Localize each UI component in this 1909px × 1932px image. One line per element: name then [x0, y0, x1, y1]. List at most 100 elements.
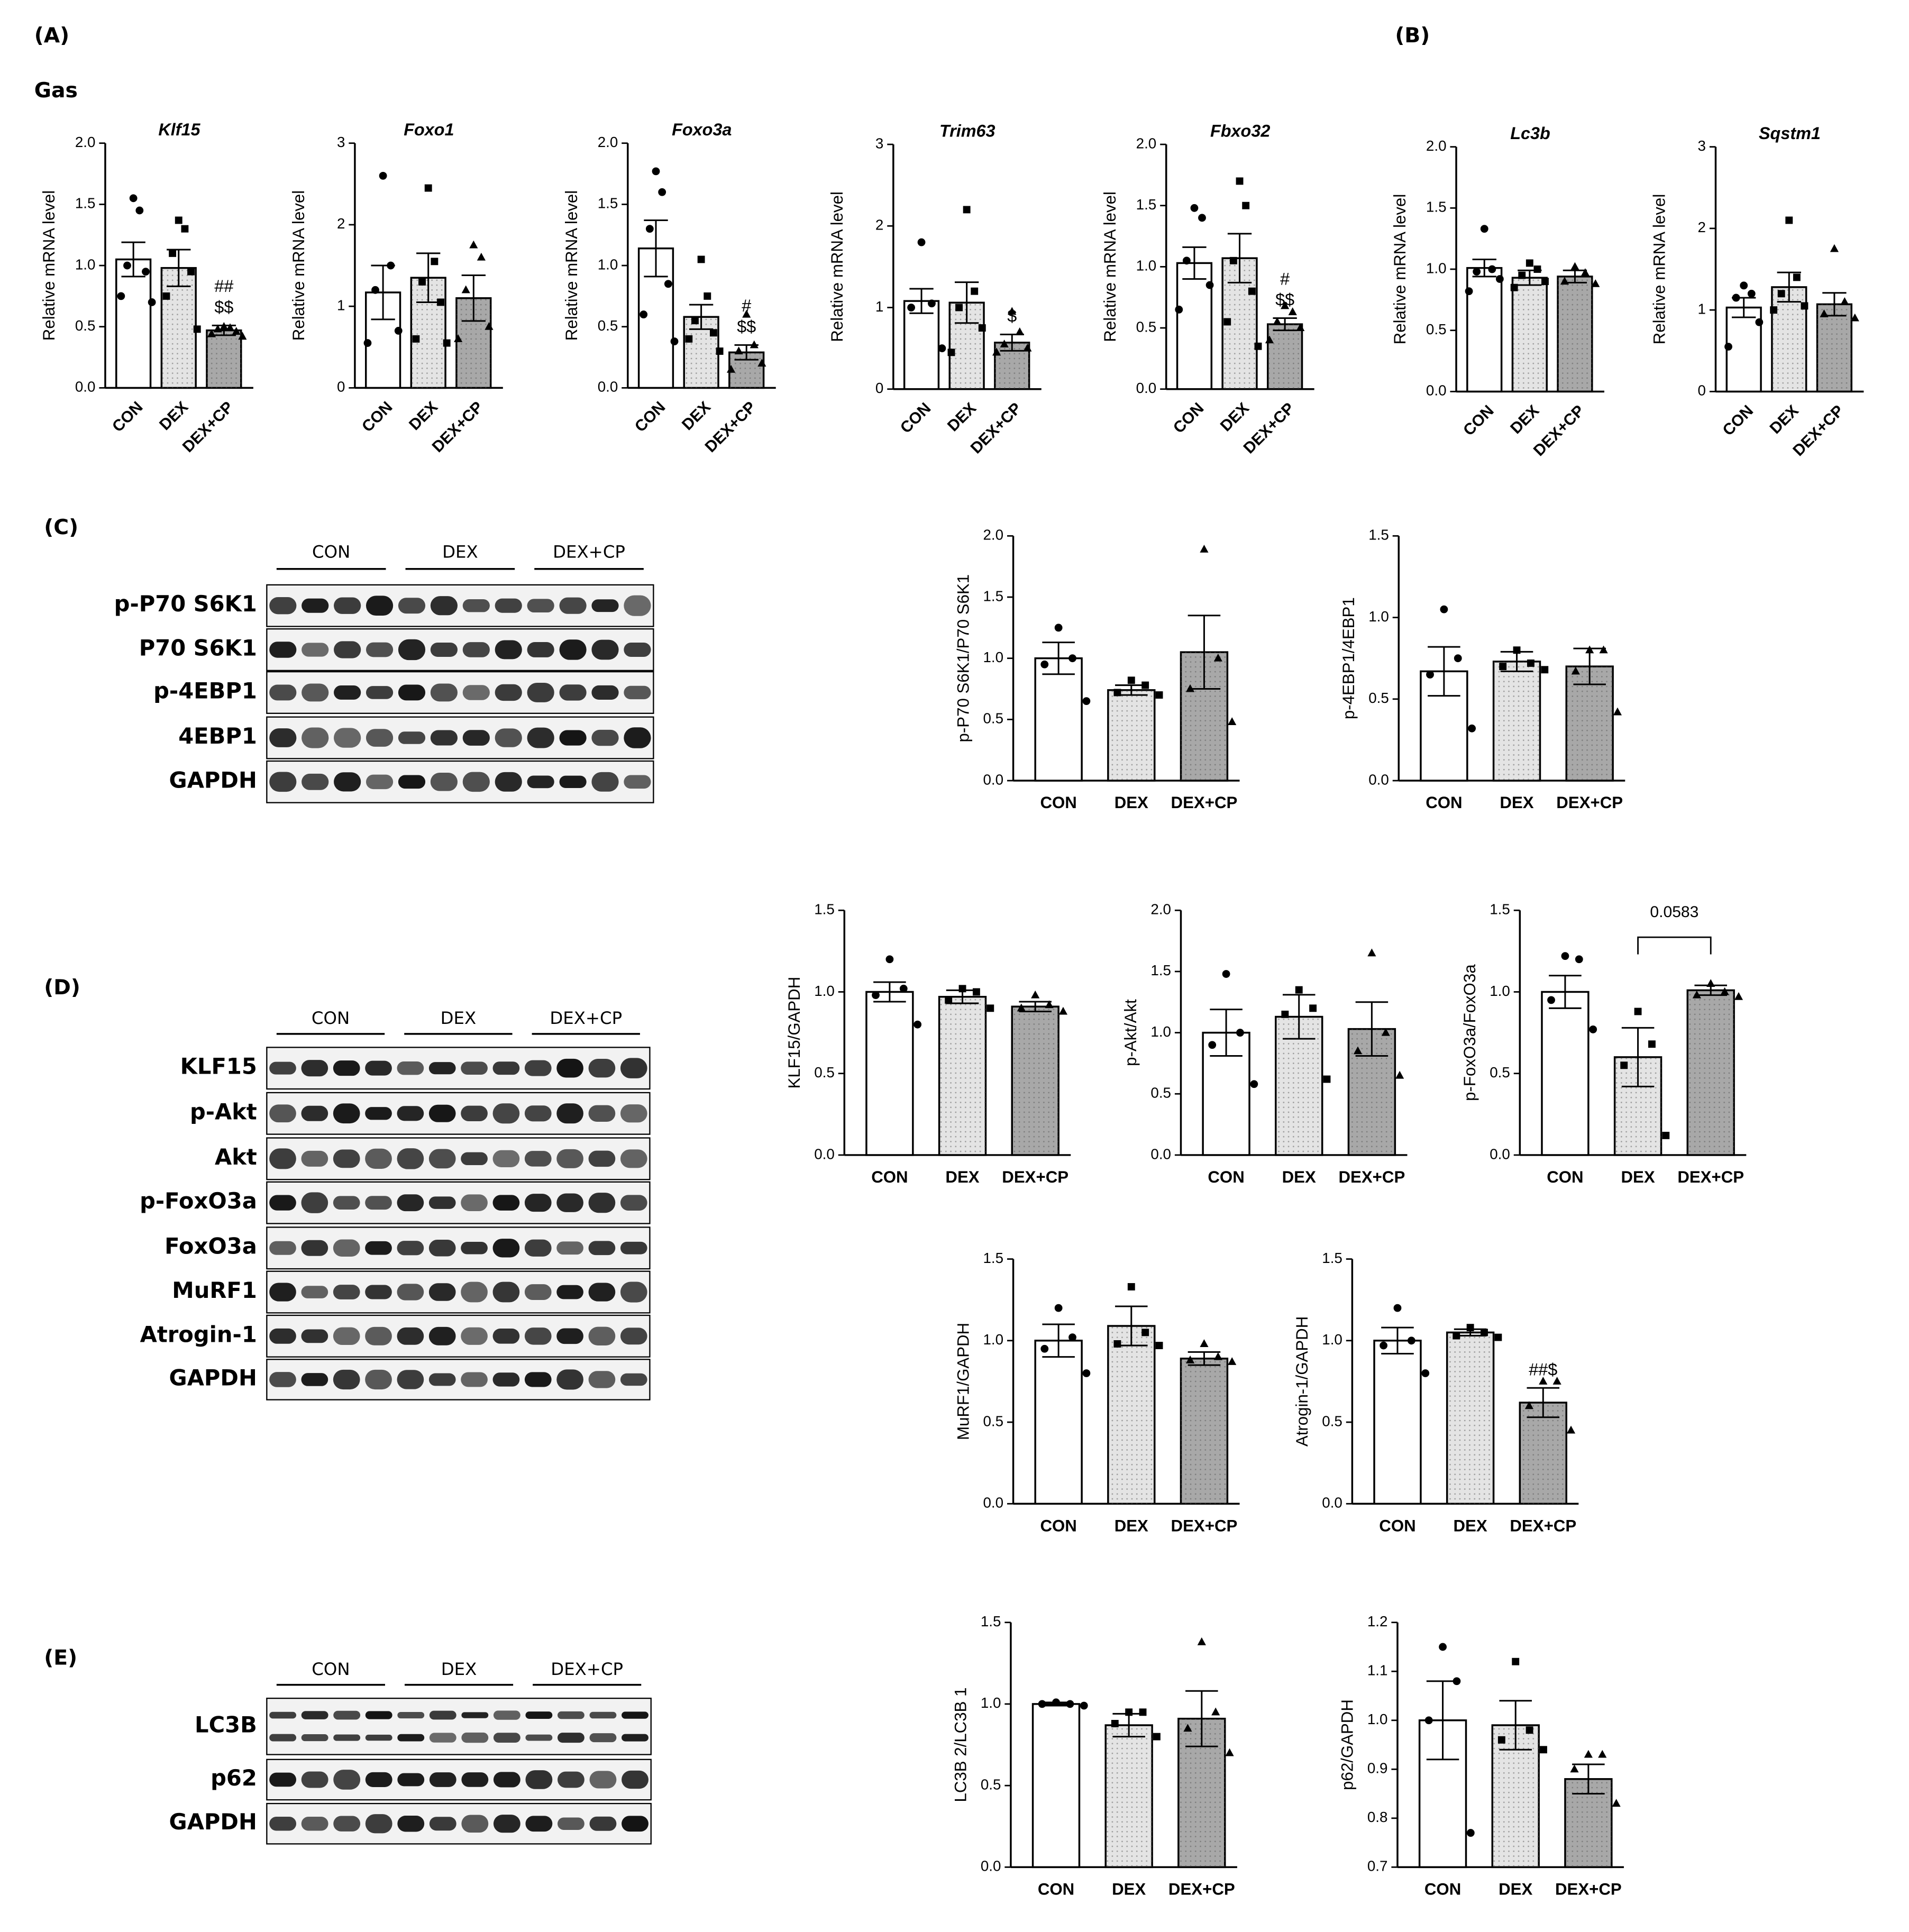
chart-title: Trim63: [939, 121, 995, 140]
x-tick-label: CON: [1720, 402, 1757, 439]
y-tick-label: 0.5: [981, 1776, 1001, 1792]
data-point: [1526, 259, 1533, 267]
data-point: [142, 268, 150, 276]
x-tick-label: DEX: [945, 1168, 979, 1186]
blot-band: [302, 727, 329, 748]
data-point: [469, 240, 478, 249]
blot-band: [462, 599, 490, 612]
data-point: [1566, 1425, 1576, 1434]
data-point: [1281, 301, 1290, 309]
blot-band: [301, 1373, 328, 1386]
data-point: [1599, 645, 1608, 654]
blot-frame: [266, 1759, 652, 1801]
y-tick-label: 1.0: [1150, 1023, 1171, 1040]
significance-label: $$: [1275, 290, 1294, 309]
data-point: [1524, 1401, 1533, 1409]
y-axis-label: p-P70 S6K1/P70 S6K1: [954, 574, 972, 743]
blot-label: Akt: [215, 1144, 257, 1170]
data-point: [477, 252, 486, 261]
blot-band: [333, 1239, 360, 1257]
error-bar: [1381, 1326, 1414, 1354]
data-point: [1820, 309, 1829, 317]
blot-band: [269, 1283, 296, 1302]
blot-band: [461, 1327, 488, 1345]
data-point: [1052, 1698, 1060, 1707]
bar-texture: [1512, 278, 1547, 392]
y-tick-label: 1.5: [983, 588, 1003, 604]
data-point: [914, 1020, 922, 1029]
error-bar: [1188, 615, 1221, 690]
data-point: [1598, 1750, 1607, 1758]
blot-band: [430, 730, 458, 746]
data-point: [238, 332, 247, 340]
x-tick-label: DEX: [944, 399, 980, 435]
data-point: [757, 359, 766, 367]
y-tick-label: 0.9: [1367, 1760, 1388, 1777]
y-tick-label: 1.5: [983, 1250, 1003, 1266]
x-tick-label: DEX: [1112, 1880, 1146, 1899]
data-point: [1228, 1357, 1237, 1365]
data-point: [958, 985, 966, 993]
blot-band: [524, 1284, 552, 1301]
bar-texture: [1108, 1326, 1155, 1504]
blot-band: [588, 1059, 616, 1078]
data-point: [1533, 265, 1541, 273]
data-point: [1208, 1041, 1217, 1049]
data-point: [1850, 313, 1859, 322]
data-point: [734, 346, 743, 355]
y-tick-label: 2.0: [1136, 135, 1157, 151]
blot-band: [588, 1193, 616, 1213]
data-point: [1439, 1643, 1447, 1651]
bar-texture: [1267, 324, 1302, 389]
panel-label: (E): [44, 1646, 77, 1670]
y-tick-label: 1.0: [1490, 983, 1510, 999]
data-point: [181, 225, 189, 233]
y-tick-label: 0.0: [75, 379, 96, 395]
error-bar: [1572, 1763, 1605, 1795]
blot-band: [269, 1816, 297, 1831]
data-point: [1040, 1344, 1049, 1353]
blot-band: [620, 1149, 647, 1168]
blot-band: [591, 685, 619, 700]
blot-band: [269, 1772, 297, 1787]
blot-band: [429, 1772, 456, 1787]
blot-band: [334, 772, 361, 792]
data-point: [1547, 996, 1555, 1004]
data-point: [1353, 1046, 1363, 1055]
error-bar: [873, 981, 906, 1003]
data-point: [1381, 1028, 1390, 1036]
blot-band: [492, 1328, 520, 1344]
blot-band: [366, 686, 394, 699]
data-point: [1068, 654, 1076, 663]
blot-band: [462, 642, 490, 657]
data-point: [1499, 663, 1507, 671]
data-point: [1570, 262, 1579, 270]
blot-band: [492, 1195, 520, 1211]
bar-texture: [161, 268, 196, 388]
data-point: [1421, 1369, 1430, 1377]
data-point: [220, 322, 229, 330]
blot-band: [527, 642, 554, 657]
bar-texture: [1012, 1006, 1059, 1155]
y-axis-label: Relative mRNA level: [828, 191, 846, 342]
blot-band: [461, 1194, 488, 1211]
data-point: [371, 286, 379, 294]
data-point: [1017, 1003, 1026, 1012]
error-bar: [1210, 1009, 1243, 1057]
y-tick-label: 1.0: [983, 1331, 1003, 1348]
blot-band: [624, 685, 651, 700]
significance-label: $: [1007, 307, 1017, 326]
data-point: [1734, 992, 1743, 1000]
error-bar: [954, 281, 979, 324]
blot-label: GAPDH: [169, 767, 257, 793]
data-point: [1426, 671, 1434, 679]
data-point: [1510, 283, 1518, 291]
blot-band: [556, 1103, 583, 1124]
x-tick-label: DEX+CP: [1171, 793, 1238, 812]
chart-title: Fbxo32: [1210, 121, 1270, 140]
bar-texture: [1106, 1725, 1153, 1867]
blot-band: [398, 598, 426, 614]
data-point: [1248, 287, 1256, 295]
blot-band: [622, 1816, 648, 1832]
y-tick-label: 1.0: [983, 649, 1003, 665]
